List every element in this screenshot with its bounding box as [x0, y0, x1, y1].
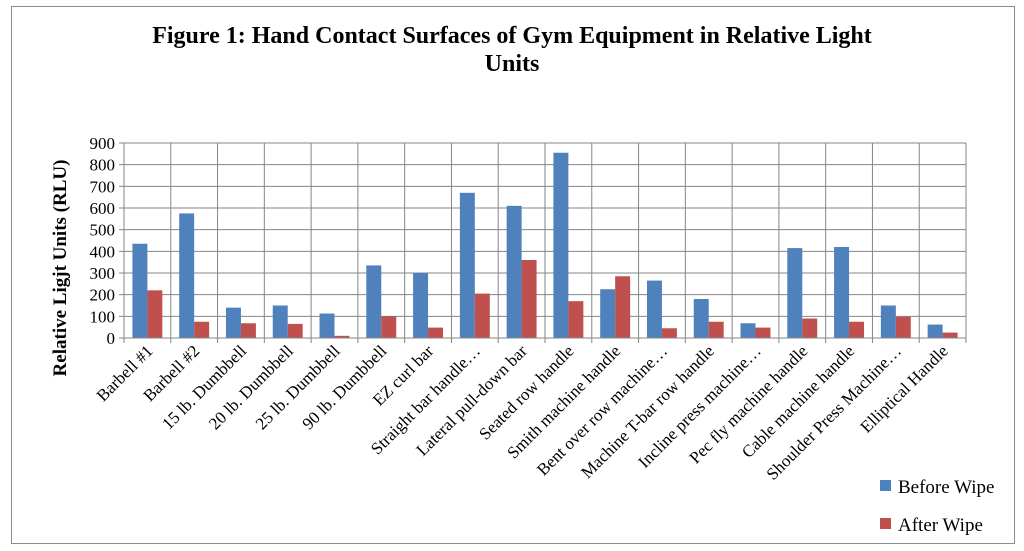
chart-title-line-1: Figure 1: Hand Contact Surfaces of Gym E… — [152, 23, 872, 49]
legend: Before Wipe After Wipe — [880, 477, 994, 536]
bar-before-wipe — [787, 248, 803, 338]
y-tick-label: 600 — [90, 199, 116, 218]
y-tick-label: 500 — [90, 221, 116, 240]
x-tick-label: Elliptical Handle — [857, 341, 952, 436]
legend-swatch-before — [880, 480, 891, 491]
bar-before-wipe — [506, 205, 522, 338]
bar-before-wipe — [132, 243, 148, 338]
legend-label-after: After Wipe — [898, 515, 983, 536]
y-tick-label: 100 — [90, 307, 116, 326]
legend-swatch-after — [880, 518, 891, 529]
y-tick-label: 300 — [90, 264, 116, 283]
bar-after-wipe — [568, 301, 584, 338]
bar-after-wipe — [194, 321, 210, 338]
bar-before-wipe — [880, 305, 896, 338]
y-tick-label: 700 — [90, 177, 116, 196]
y-tick-label: 200 — [90, 286, 116, 305]
chart-title-line-2: Units — [484, 51, 540, 77]
y-tick-label: 800 — [90, 156, 116, 175]
bar-after-wipe — [381, 316, 397, 338]
bar-before-wipe — [319, 313, 335, 338]
bar-before-wipe — [740, 323, 756, 338]
bar-after-wipe — [661, 328, 677, 338]
bar-before-wipe — [459, 192, 475, 338]
bar-after-wipe — [708, 321, 724, 338]
bar-before-wipe — [693, 299, 709, 338]
bar-after-wipe — [615, 276, 631, 338]
bar-before-wipe — [646, 280, 662, 338]
y-tick-label: 900 — [90, 134, 116, 153]
bar-after-wipe — [474, 293, 490, 338]
bar-after-wipe — [428, 327, 444, 338]
bar-before-wipe — [272, 305, 288, 338]
bar-before-wipe — [927, 324, 943, 338]
bar-after-wipe — [849, 321, 865, 338]
bar-after-wipe — [802, 318, 818, 338]
y-tick-label: 0 — [107, 329, 116, 348]
bar-after-wipe — [287, 323, 303, 338]
bar-after-wipe — [521, 260, 537, 338]
bar-after-wipe — [240, 323, 256, 338]
bar-after-wipe — [755, 327, 771, 338]
y-tick-label: 400 — [90, 242, 116, 261]
chart-title: Figure 1: Hand Contact Surfaces of Gym E… — [12, 22, 1012, 78]
bar-before-wipe — [553, 152, 569, 338]
bar-after-wipe — [147, 290, 163, 338]
bar-after-wipe — [942, 332, 958, 338]
bar-before-wipe — [600, 289, 616, 338]
bar-after-wipe — [334, 335, 350, 338]
y-axis-label: Relative Ligjt Units (RLU) — [50, 160, 71, 377]
bar-after-wipe — [895, 316, 911, 338]
bar-before-wipe — [834, 247, 850, 338]
bar-before-wipe — [179, 213, 195, 338]
bar-before-wipe — [366, 265, 382, 338]
legend-label-before: Before Wipe — [898, 477, 994, 498]
bar-before-wipe — [413, 273, 429, 338]
bars — [132, 152, 958, 338]
bar-before-wipe — [225, 307, 241, 338]
